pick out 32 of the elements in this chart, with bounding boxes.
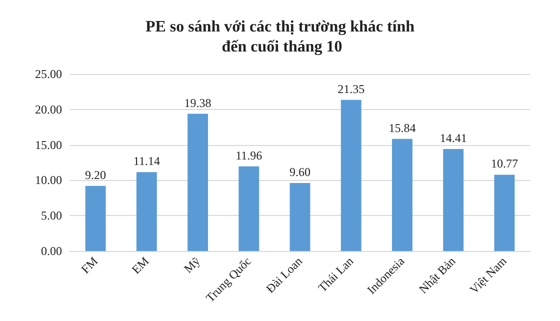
data-label: 11.96 — [236, 148, 262, 162]
bar — [85, 186, 106, 251]
bar — [290, 183, 310, 251]
data-label: 19.38 — [184, 96, 212, 110]
data-label: 14.41 — [440, 130, 467, 145]
x-tick-label: Thái Lan — [315, 254, 356, 295]
bar — [238, 166, 260, 251]
x-tick-label: Nhật Bản — [416, 254, 458, 296]
data-label: 21.35 — [338, 82, 365, 96]
x-tick-label: EM — [129, 254, 152, 277]
y-tick-label: 0.00 — [41, 244, 62, 258]
y-tick-label: 25.00 — [35, 67, 62, 81]
bar — [188, 114, 208, 251]
y-tick-label: 20.00 — [35, 102, 62, 116]
y-tick-label: 15.00 — [35, 138, 62, 152]
bar — [136, 172, 157, 251]
data-label: 9.60 — [290, 165, 310, 180]
data-label: 11.14 — [133, 154, 160, 168]
bar — [494, 174, 515, 251]
x-tick-label: Việt Nam — [466, 254, 510, 297]
y-tick-label: 5.00 — [41, 208, 62, 223]
bar — [392, 138, 412, 251]
chart-title: PE so sánh với các thị trường khác tính đến cuối tháng 10 — [145, 18, 415, 56]
x-tick-label: FM — [78, 254, 101, 276]
data-label: 9.20 — [85, 168, 106, 182]
data-label: 15.84 — [388, 120, 416, 135]
bar — [443, 148, 464, 251]
bar — [340, 100, 362, 251]
y-tick-label: 10.00 — [35, 173, 62, 188]
x-tick-label: Đài Loan — [263, 254, 305, 296]
x-tick-label: Mỹ — [181, 254, 203, 276]
data-label: 10.77 — [490, 156, 518, 171]
